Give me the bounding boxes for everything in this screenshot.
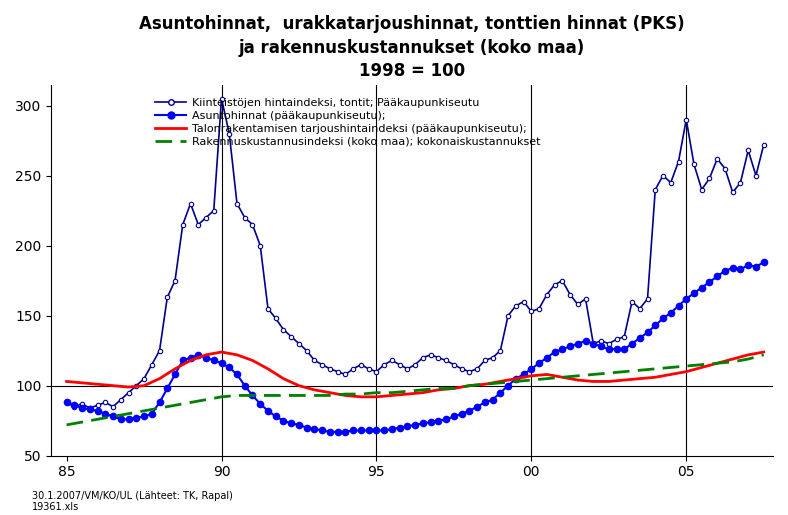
Legend: Kiinteistöjen hintaindeksi, tontit; Pääkaupunkiseutu, Asuntohinnat (pääkaupunkis: Kiinteistöjen hintaindeksi, tontit; Pääk… [151,94,545,151]
Text: 30.1.2007/VM/KO/UL (Lähteet: TK, Rapal)
19361.xls: 30.1.2007/VM/KO/UL (Lähteet: TK, Rapal) … [32,491,232,512]
Title: Asuntohinnat,  urakkatarjoushinnat, tonttien hinnat (PKS)
ja rakennuskustannukse: Asuntohinnat, urakkatarjoushinnat, tontt… [139,15,685,80]
